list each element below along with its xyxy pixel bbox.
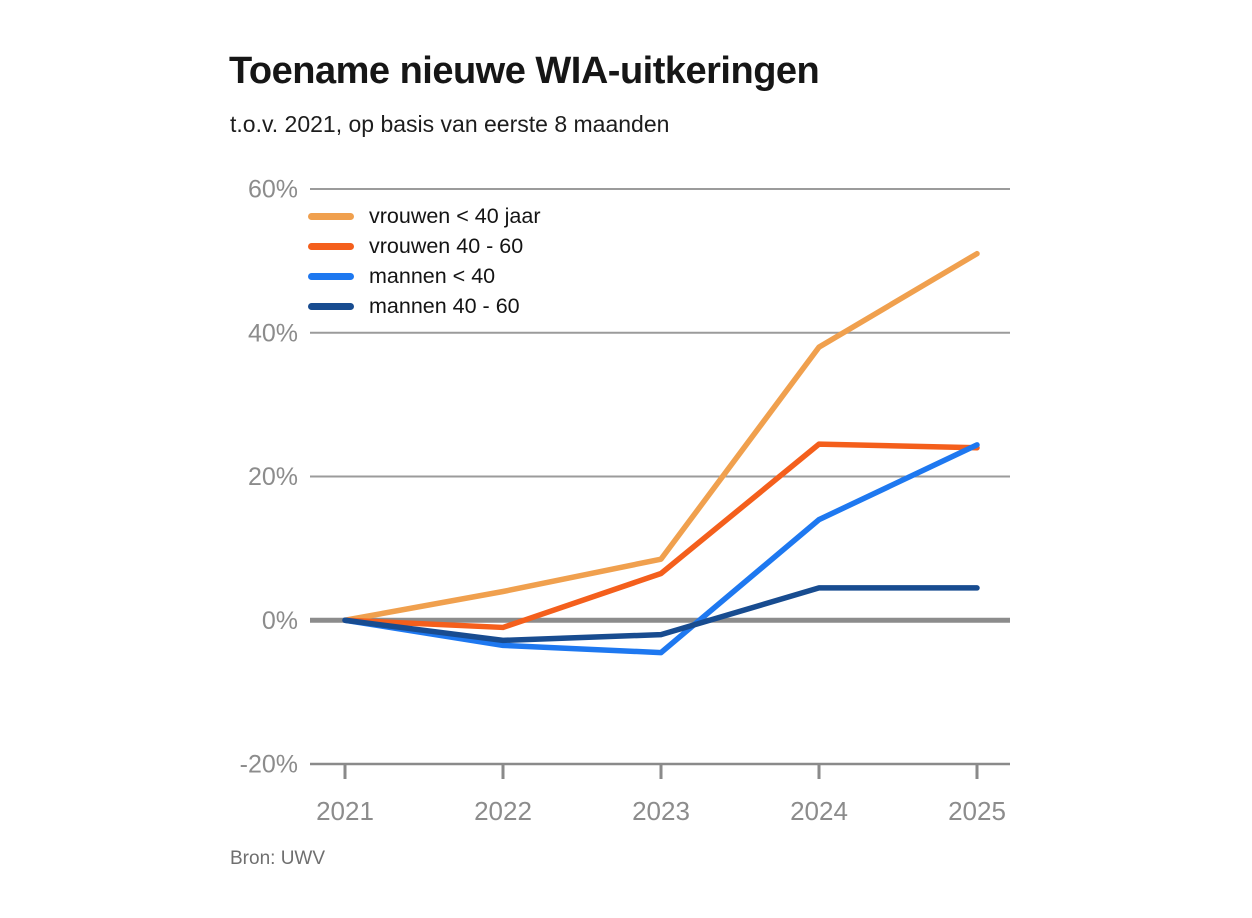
chart-legend: vrouwen < 40 jaar vrouwen 40 - 60 mannen <…: [308, 201, 541, 321]
legend-item-label: vrouwen < 40 jaar: [369, 203, 541, 228]
line-chart: 60% 40% 20% 0% -20% 2021 2022 2023 2024 2025: [240, 176, 1010, 825]
chart-line-mannen-40: [342, 442, 980, 656]
y-axis-tick-label: 0%: [262, 607, 298, 635]
x-axis-tick-label: 2025: [948, 796, 1006, 825]
legend-item: mannen 40 - 60: [308, 291, 541, 321]
legend-swatch-icon: [308, 212, 354, 220]
legend-item: vrouwen 40 - 60: [308, 231, 541, 261]
legend-swatch-icon: [308, 302, 354, 310]
legend-item: vrouwen < 40 jaar: [308, 201, 541, 231]
legend-item-label: mannen 40 - 60: [369, 293, 520, 318]
x-axis-tick-label: 2021: [316, 796, 374, 825]
y-axis-tick-label: -20%: [240, 751, 298, 779]
legend-item: mannen < 40: [308, 261, 541, 291]
chart-subtitle: t.o.v. 2021, op basis van eerste 8 maand…: [230, 111, 670, 137]
legend-item-label: vrouwen 40 - 60: [369, 233, 524, 258]
chart-line-mannen-40-60: [342, 585, 980, 644]
x-axis-tick-label: 2022: [474, 796, 532, 825]
x-axis-tick-label: 2024: [790, 796, 848, 825]
chart-line-vrouwen-40-60: [342, 441, 980, 631]
x-axis-tick-label: 2023: [632, 796, 690, 825]
legend-swatch-icon: [308, 242, 354, 250]
chart-line-vrouwen-40-jaar: [342, 250, 980, 623]
y-axis-tick-label: 40%: [248, 319, 298, 347]
legend-item-label: mannen < 40: [369, 263, 496, 288]
y-axis-tick-label: 20%: [248, 463, 298, 491]
legend-swatch-icon: [308, 272, 354, 280]
chart-title: Toename nieuwe WIA-uitkeringen: [229, 50, 820, 92]
y-axis-tick-label: 60%: [248, 176, 298, 204]
source-note: Bron: UWV: [230, 848, 326, 869]
